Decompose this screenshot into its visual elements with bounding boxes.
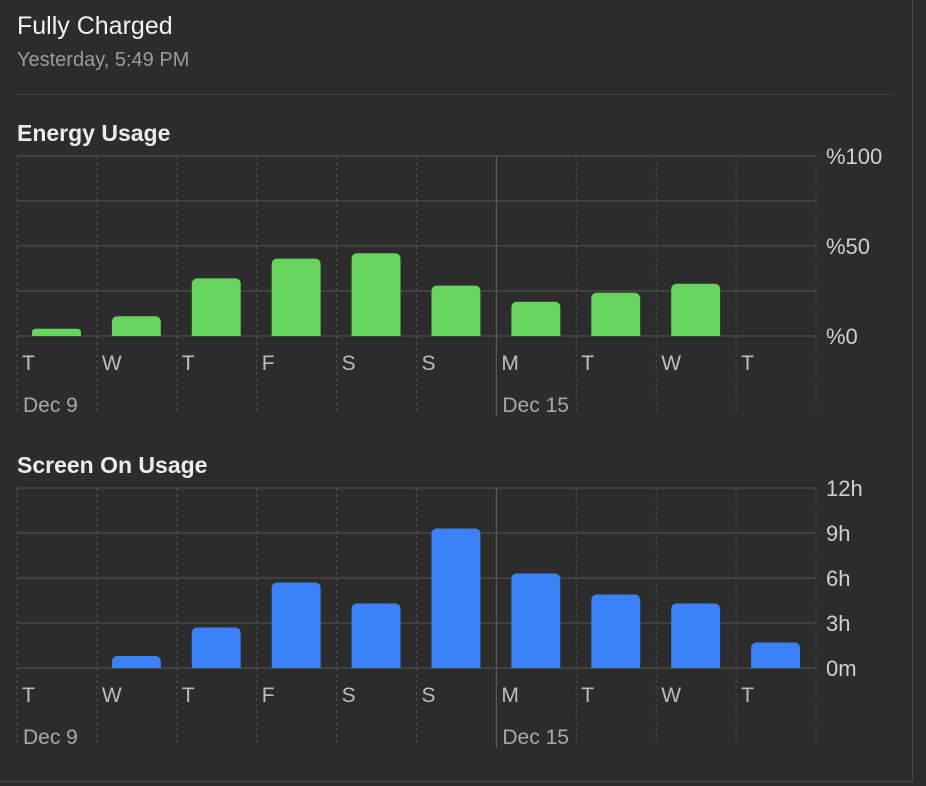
screen-day-label: T (182, 684, 195, 707)
charge-status-title: Fully Charged (17, 12, 173, 40)
energy-date-label: Dec 9 (23, 394, 78, 417)
screen-ytick-label: 0m (826, 656, 857, 681)
screen-day-label: F (262, 684, 275, 707)
energy-bar (351, 253, 401, 336)
screen-day-label: S (422, 684, 436, 707)
energy-day-label: W (102, 352, 122, 375)
panel-border-bottom (0, 781, 913, 782)
energy-day-label: S (342, 352, 356, 375)
energy-ytick-label: %100 (826, 144, 882, 169)
screen-bar (751, 642, 800, 668)
screen-day-label: W (661, 684, 681, 707)
screen-day-label: T (741, 684, 754, 707)
section-divider (17, 94, 893, 95)
screen-bar (671, 603, 721, 668)
energy-date-label: Dec 15 (502, 394, 569, 417)
energy-day-label: T (581, 352, 594, 375)
energy-usage-title: Energy Usage (17, 120, 171, 146)
energy-bar (511, 301, 561, 336)
energy-day-label: F (262, 352, 275, 375)
panel-border-right (912, 0, 913, 780)
energy-bar (32, 328, 81, 336)
energy-bar (431, 285, 481, 336)
screen-ytick-label: 9h (826, 521, 850, 546)
energy-ytick-label: %50 (826, 234, 870, 259)
screen-bar (191, 627, 241, 668)
screen-date-label: Dec 9 (23, 726, 78, 749)
energy-day-label: T (182, 352, 195, 375)
energy-day-label: M (501, 352, 519, 375)
energy-bar (591, 292, 641, 336)
energy-bar (671, 283, 721, 336)
energy-usage-chart: %0 %50 %100 T W T F S S M T W T Dec 9 Dec 15 (16, 144, 882, 417)
energy-day-label: S (422, 352, 436, 375)
screen-day-label: M (501, 684, 519, 707)
screen-bar (511, 573, 561, 668)
energy-bar (191, 278, 241, 336)
screen-day-label: T (581, 684, 594, 707)
screen-bar (271, 582, 321, 668)
screen-bar (351, 603, 401, 668)
screen-day-label: T (22, 684, 35, 707)
screen-bar (591, 594, 641, 668)
energy-day-label: T (741, 352, 754, 375)
screen-bar (431, 528, 481, 668)
screen-day-label: W (102, 684, 122, 707)
screen-on-usage-title: Screen On Usage (17, 452, 208, 478)
screen-date-label: Dec 15 (502, 726, 569, 749)
energy-day-label: T (22, 352, 35, 375)
screen-ytick-label: 12h (826, 476, 863, 501)
screen-bar (111, 656, 161, 668)
energy-day-label: W (661, 352, 681, 375)
energy-ytick-label: %0 (826, 324, 858, 349)
screen-day-label: S (342, 684, 356, 707)
screen-ytick-label: 6h (826, 566, 850, 591)
charge-status-time: Yesterday, 5:49 PM (17, 49, 190, 71)
energy-bar (111, 316, 161, 336)
screen-ytick-label: 3h (826, 611, 850, 636)
energy-bar (271, 258, 321, 336)
screen-on-usage-chart: 0m 3h 6h 9h 12h T W T F S S M T W T Dec 9 Dec 15 (16, 476, 863, 749)
